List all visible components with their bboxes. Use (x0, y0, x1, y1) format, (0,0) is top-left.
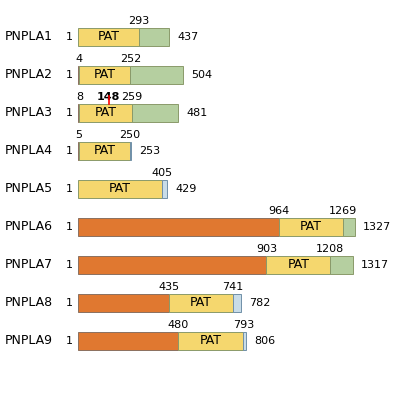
Bar (130, 142, 131, 160)
Text: 250: 250 (120, 130, 140, 140)
Text: 252: 252 (120, 54, 141, 64)
Bar (79, 142, 130, 160)
Text: PAT: PAT (190, 296, 212, 310)
Text: PNPLA1: PNPLA1 (5, 30, 53, 43)
Bar (78, 142, 79, 160)
Bar (78, 332, 178, 350)
Text: 1: 1 (66, 146, 73, 156)
Text: PNPLA4: PNPLA4 (5, 144, 53, 158)
Text: PNPLA9: PNPLA9 (5, 334, 53, 348)
Bar (178, 332, 244, 350)
Text: 480: 480 (168, 320, 189, 330)
Bar (279, 218, 343, 236)
Text: PNPLA7: PNPLA7 (5, 259, 53, 271)
Text: PNPLA6: PNPLA6 (5, 221, 53, 233)
Text: 405: 405 (152, 168, 173, 178)
Text: 1: 1 (66, 298, 73, 308)
Text: PAT: PAT (300, 221, 322, 233)
Text: 903: 903 (256, 244, 277, 254)
Text: 435: 435 (158, 282, 179, 292)
Text: 259: 259 (121, 92, 142, 102)
Bar (330, 256, 353, 274)
Text: 148: 148 (97, 92, 120, 102)
Text: 741: 741 (222, 282, 243, 292)
Text: PNPLA5: PNPLA5 (5, 182, 53, 196)
Text: 1: 1 (66, 222, 73, 232)
Bar (232, 294, 241, 312)
Bar (266, 256, 330, 274)
Text: 504: 504 (191, 70, 212, 80)
Bar (78, 28, 139, 46)
Bar (78, 294, 169, 312)
Text: 793: 793 (233, 320, 254, 330)
Bar (169, 294, 232, 312)
Text: PAT: PAT (109, 182, 131, 196)
Text: 964: 964 (268, 206, 290, 216)
Text: 293: 293 (128, 16, 150, 26)
Text: PAT: PAT (98, 30, 120, 43)
Text: 1208: 1208 (316, 244, 344, 254)
Text: 253: 253 (139, 146, 160, 156)
Text: 1: 1 (66, 260, 73, 270)
Text: 4: 4 (75, 54, 82, 64)
Bar (162, 180, 168, 198)
Text: 1: 1 (66, 70, 73, 80)
Text: PAT: PAT (287, 259, 309, 271)
Text: 1327: 1327 (363, 222, 391, 232)
Text: 806: 806 (254, 336, 275, 346)
Text: 1: 1 (66, 184, 73, 194)
Text: PAT: PAT (200, 334, 222, 348)
Text: 429: 429 (176, 184, 197, 194)
Bar (343, 218, 355, 236)
Text: 8: 8 (76, 92, 83, 102)
Text: PAT: PAT (95, 107, 117, 119)
Text: PAT: PAT (94, 69, 116, 81)
Bar (78, 66, 79, 84)
Text: PAT: PAT (94, 144, 116, 158)
Bar (244, 332, 246, 350)
Text: 5: 5 (75, 130, 82, 140)
Bar (78, 218, 279, 236)
Bar (139, 28, 169, 46)
Text: PNPLA8: PNPLA8 (5, 296, 53, 310)
Bar (130, 66, 183, 84)
Text: 1317: 1317 (361, 260, 389, 270)
Text: PNPLA3: PNPLA3 (5, 107, 53, 119)
Text: 1: 1 (66, 32, 73, 42)
Bar (80, 104, 132, 122)
Bar (78, 256, 266, 274)
Text: PNPLA2: PNPLA2 (5, 69, 53, 81)
Bar (78, 104, 80, 122)
Text: 481: 481 (186, 108, 208, 118)
Text: 437: 437 (177, 32, 198, 42)
Text: 1: 1 (66, 108, 73, 118)
Bar (132, 104, 178, 122)
Text: 1269: 1269 (329, 206, 357, 216)
Text: 782: 782 (249, 298, 270, 308)
Text: 1: 1 (66, 336, 73, 346)
Bar (78, 180, 162, 198)
Bar (79, 66, 130, 84)
